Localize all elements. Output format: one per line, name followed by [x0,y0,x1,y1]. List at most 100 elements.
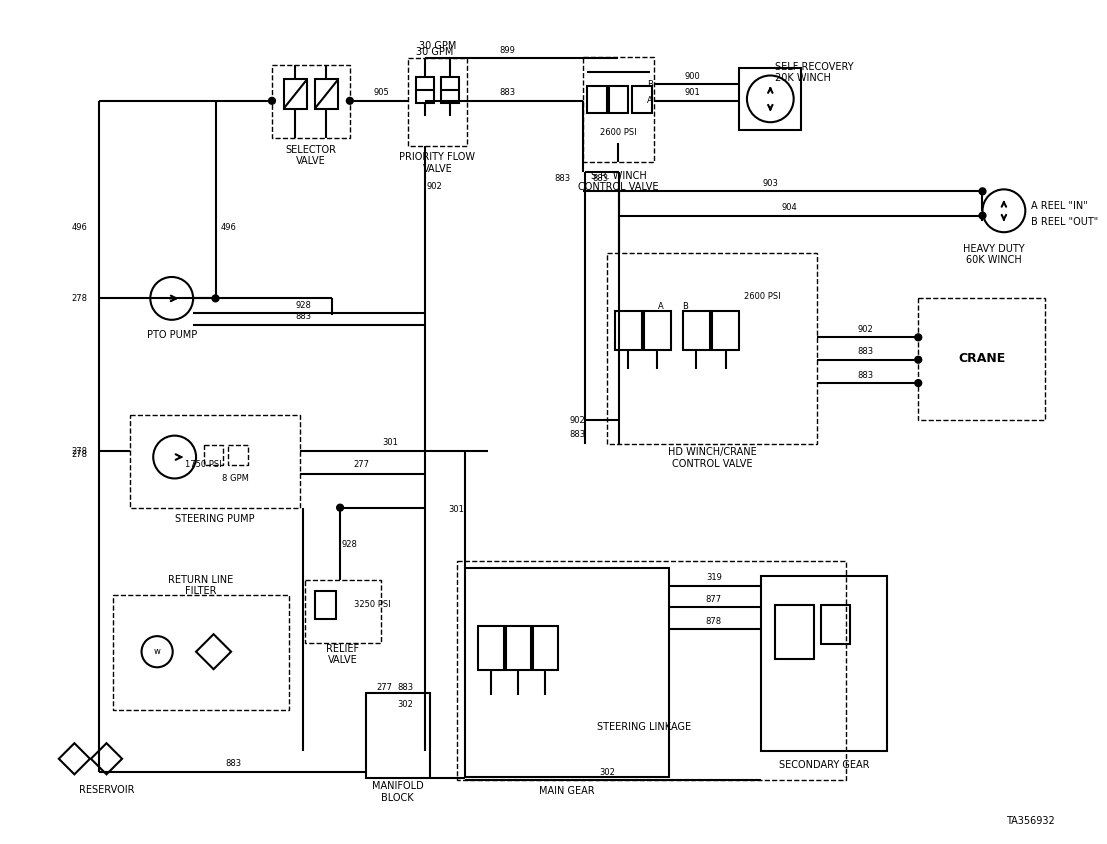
Text: 278: 278 [71,446,87,456]
Text: 3250 PSI: 3250 PSI [354,600,391,609]
Bar [130,415,300,507]
Text: 2600 PSI: 2600 PSI [600,128,637,138]
Text: 883: 883 [858,348,873,356]
Text: RETURN LINE
FILTER: RETURN LINE FILTER [168,575,234,597]
Text: A: A [658,301,663,311]
Text: 278: 278 [71,450,87,458]
Text: 319: 319 [706,573,722,582]
Text: 496: 496 [220,223,236,232]
Text: 30 GPM: 30 GPM [418,41,456,51]
Text: 2600 PSI: 2600 PSI [744,292,780,301]
Text: HEAVY DUTY
60K WINCH: HEAVY DUTY 60K WINCH [963,244,1025,265]
Text: 277: 277 [376,683,392,692]
Text: 883: 883 [296,312,311,322]
Bar [314,79,338,109]
Text: 301: 301 [383,438,399,447]
Text: A REEL "IN": A REEL "IN" [1031,201,1088,211]
Text: 883: 883 [397,683,414,692]
Bar [821,605,850,644]
Text: 905: 905 [373,88,389,96]
Text: A: A [646,96,652,106]
Text: 8 GPM: 8 GPM [221,474,248,483]
Bar [644,311,671,350]
Text: 903: 903 [763,179,778,188]
Text: 883: 883 [569,430,586,439]
Bar [683,311,710,350]
Bar [416,78,434,103]
Bar [761,576,887,751]
Bar [775,605,814,658]
Text: 302: 302 [397,700,413,709]
Text: B: B [682,301,687,311]
Text: 277: 277 [353,460,370,469]
Text: 928: 928 [342,540,358,549]
Circle shape [979,212,986,219]
Text: 883: 883 [858,371,873,380]
Bar [408,58,467,145]
Bar [532,626,558,670]
Text: 883: 883 [555,174,571,183]
Text: MANIFOLD
BLOCK: MANIFOLD BLOCK [372,781,423,803]
Circle shape [337,504,343,511]
Circle shape [269,97,276,104]
Bar [583,57,653,162]
Text: TA356932: TA356932 [1006,816,1055,826]
Text: 900: 900 [684,72,701,81]
Bar [614,311,642,350]
Circle shape [979,188,986,195]
Text: 278: 278 [71,294,87,303]
Text: STEERING PUMP: STEERING PUMP [175,514,255,524]
Text: S.R. WINCH
CONTROL VALVE: S.R. WINCH CONTROL VALVE [578,170,659,192]
Text: HD WINCH/CRANE
CONTROL VALVE: HD WINCH/CRANE CONTROL VALVE [668,447,756,468]
Text: 904: 904 [782,203,798,213]
Text: 30 GPM: 30 GPM [416,47,453,57]
Circle shape [346,97,353,104]
Circle shape [914,334,922,341]
Text: 883: 883 [499,88,516,96]
Text: 883: 883 [225,759,241,768]
Text: 883: 883 [592,174,609,183]
Text: MAIN GEAR: MAIN GEAR [539,786,594,796]
Bar [204,446,224,465]
Text: 902: 902 [570,415,586,425]
Text: 901: 901 [684,88,701,96]
Text: B REEL "OUT": B REEL "OUT" [1031,218,1098,228]
Bar [506,626,531,670]
Text: RELIEF
VALVE: RELIEF VALVE [327,644,360,665]
Bar [609,86,628,113]
Bar [113,595,289,710]
Bar [314,592,337,619]
Text: SECONDARY GEAR: SECONDARY GEAR [778,760,869,770]
Bar [442,78,458,103]
Text: 496: 496 [71,223,87,232]
Text: 902: 902 [858,325,873,334]
Text: 899: 899 [499,46,516,55]
Bar [283,79,307,109]
Bar [366,693,430,778]
Bar [632,86,652,113]
Text: 1750 PSI: 1750 PSI [185,460,221,469]
Text: CRANE: CRANE [958,352,1005,365]
Bar [712,311,739,350]
Text: w: w [154,647,161,656]
Circle shape [914,380,922,387]
Text: 902: 902 [426,182,443,191]
Text: 878: 878 [706,617,722,626]
Bar [478,626,504,670]
Bar [457,561,846,780]
Bar [919,299,1045,420]
Bar [465,568,669,777]
Bar [588,86,607,113]
Bar [272,65,350,138]
Text: SELECTOR
VALVE: SELECTOR VALVE [286,144,337,166]
Circle shape [914,356,922,363]
Text: B: B [646,79,653,89]
Text: SELF RECOVERY
20K WINCH: SELF RECOVERY 20K WINCH [775,62,853,84]
Text: STEERING LINKAGE: STEERING LINKAGE [597,722,691,732]
Bar [228,446,248,465]
Bar [306,580,381,643]
Text: PTO PUMP: PTO PUMP [146,330,197,340]
Bar [607,252,817,445]
Circle shape [213,295,219,302]
Text: 928: 928 [296,300,311,310]
